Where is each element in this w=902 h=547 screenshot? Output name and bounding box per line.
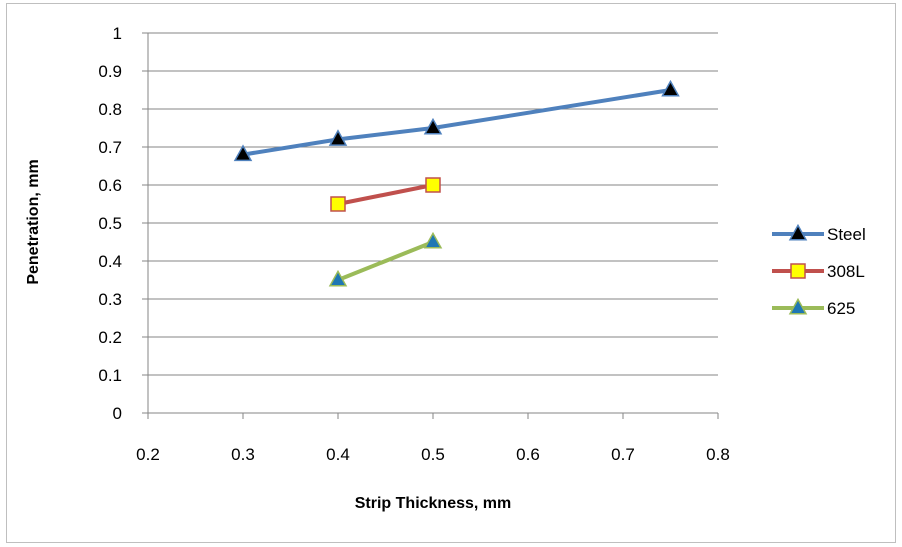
axes — [142, 32, 719, 419]
triangle-marker — [788, 297, 808, 315]
triangle-marker — [328, 129, 348, 146]
y-tick-label: 0.2 — [98, 328, 122, 347]
x-tick-label: 0.5 — [421, 445, 445, 464]
triangle-marker — [328, 269, 348, 287]
y-tick-label: 0.1 — [98, 366, 122, 385]
chart-frame — [6, 3, 896, 543]
y-tick-label: 0.7 — [98, 138, 122, 157]
legend-label: 625 — [827, 299, 855, 318]
triangle-marker — [423, 117, 443, 135]
square-marker — [425, 177, 441, 193]
gridlines — [148, 32, 718, 376]
triangle-marker — [661, 79, 680, 97]
legend-item-625: 625 — [772, 297, 855, 318]
legend-item-308l: 308L — [772, 262, 865, 281]
series-308l — [330, 177, 441, 212]
y-tick-label: 0.5 — [98, 214, 122, 233]
y-tick-label: 0.8 — [98, 100, 122, 119]
triangle-marker — [423, 231, 443, 249]
series-625 — [328, 231, 443, 287]
x-axis-title: Strip Thickness, mm — [355, 495, 512, 512]
legend: Steel 308L 625 — [772, 223, 866, 318]
series-steel — [233, 79, 680, 162]
y-axis-title: Penetration, mm — [25, 159, 42, 284]
y-tick-label: 0.4 — [98, 252, 122, 271]
triangle-marker — [233, 144, 253, 162]
series-line — [242, 88, 671, 157]
triangle-marker — [788, 223, 808, 241]
square-marker — [790, 263, 806, 279]
y-tick-label: 0.6 — [98, 176, 122, 195]
x-tick-label: 0.8 — [706, 445, 730, 464]
x-tick-label: 0.3 — [231, 445, 255, 464]
legend-item-steel: Steel — [772, 223, 866, 244]
x-tick-labels: 0.2 0.3 0.4 0.5 0.6 0.7 0.8 — [136, 445, 730, 464]
y-tick-label: 0 — [113, 404, 122, 423]
x-tick-label: 0.6 — [516, 445, 540, 464]
series-line — [337, 240, 434, 282]
y-tick-labels: 0 0.1 0.2 0.3 0.4 0.5 0.6 0.7 0.8 0.9 1 — [98, 24, 122, 423]
series-group — [233, 79, 680, 287]
legend-label: Steel — [827, 225, 866, 244]
x-tick-label: 0.2 — [136, 445, 160, 464]
square-marker — [330, 196, 346, 212]
x-tick-label: 0.7 — [611, 445, 635, 464]
y-tick-label: 1 — [113, 24, 122, 43]
series-line — [337, 183, 434, 206]
y-tick-label: 0.3 — [98, 290, 122, 309]
y-tick-label: 0.9 — [98, 62, 122, 81]
legend-label: 308L — [827, 262, 865, 281]
x-tick-label: 0.4 — [326, 445, 350, 464]
